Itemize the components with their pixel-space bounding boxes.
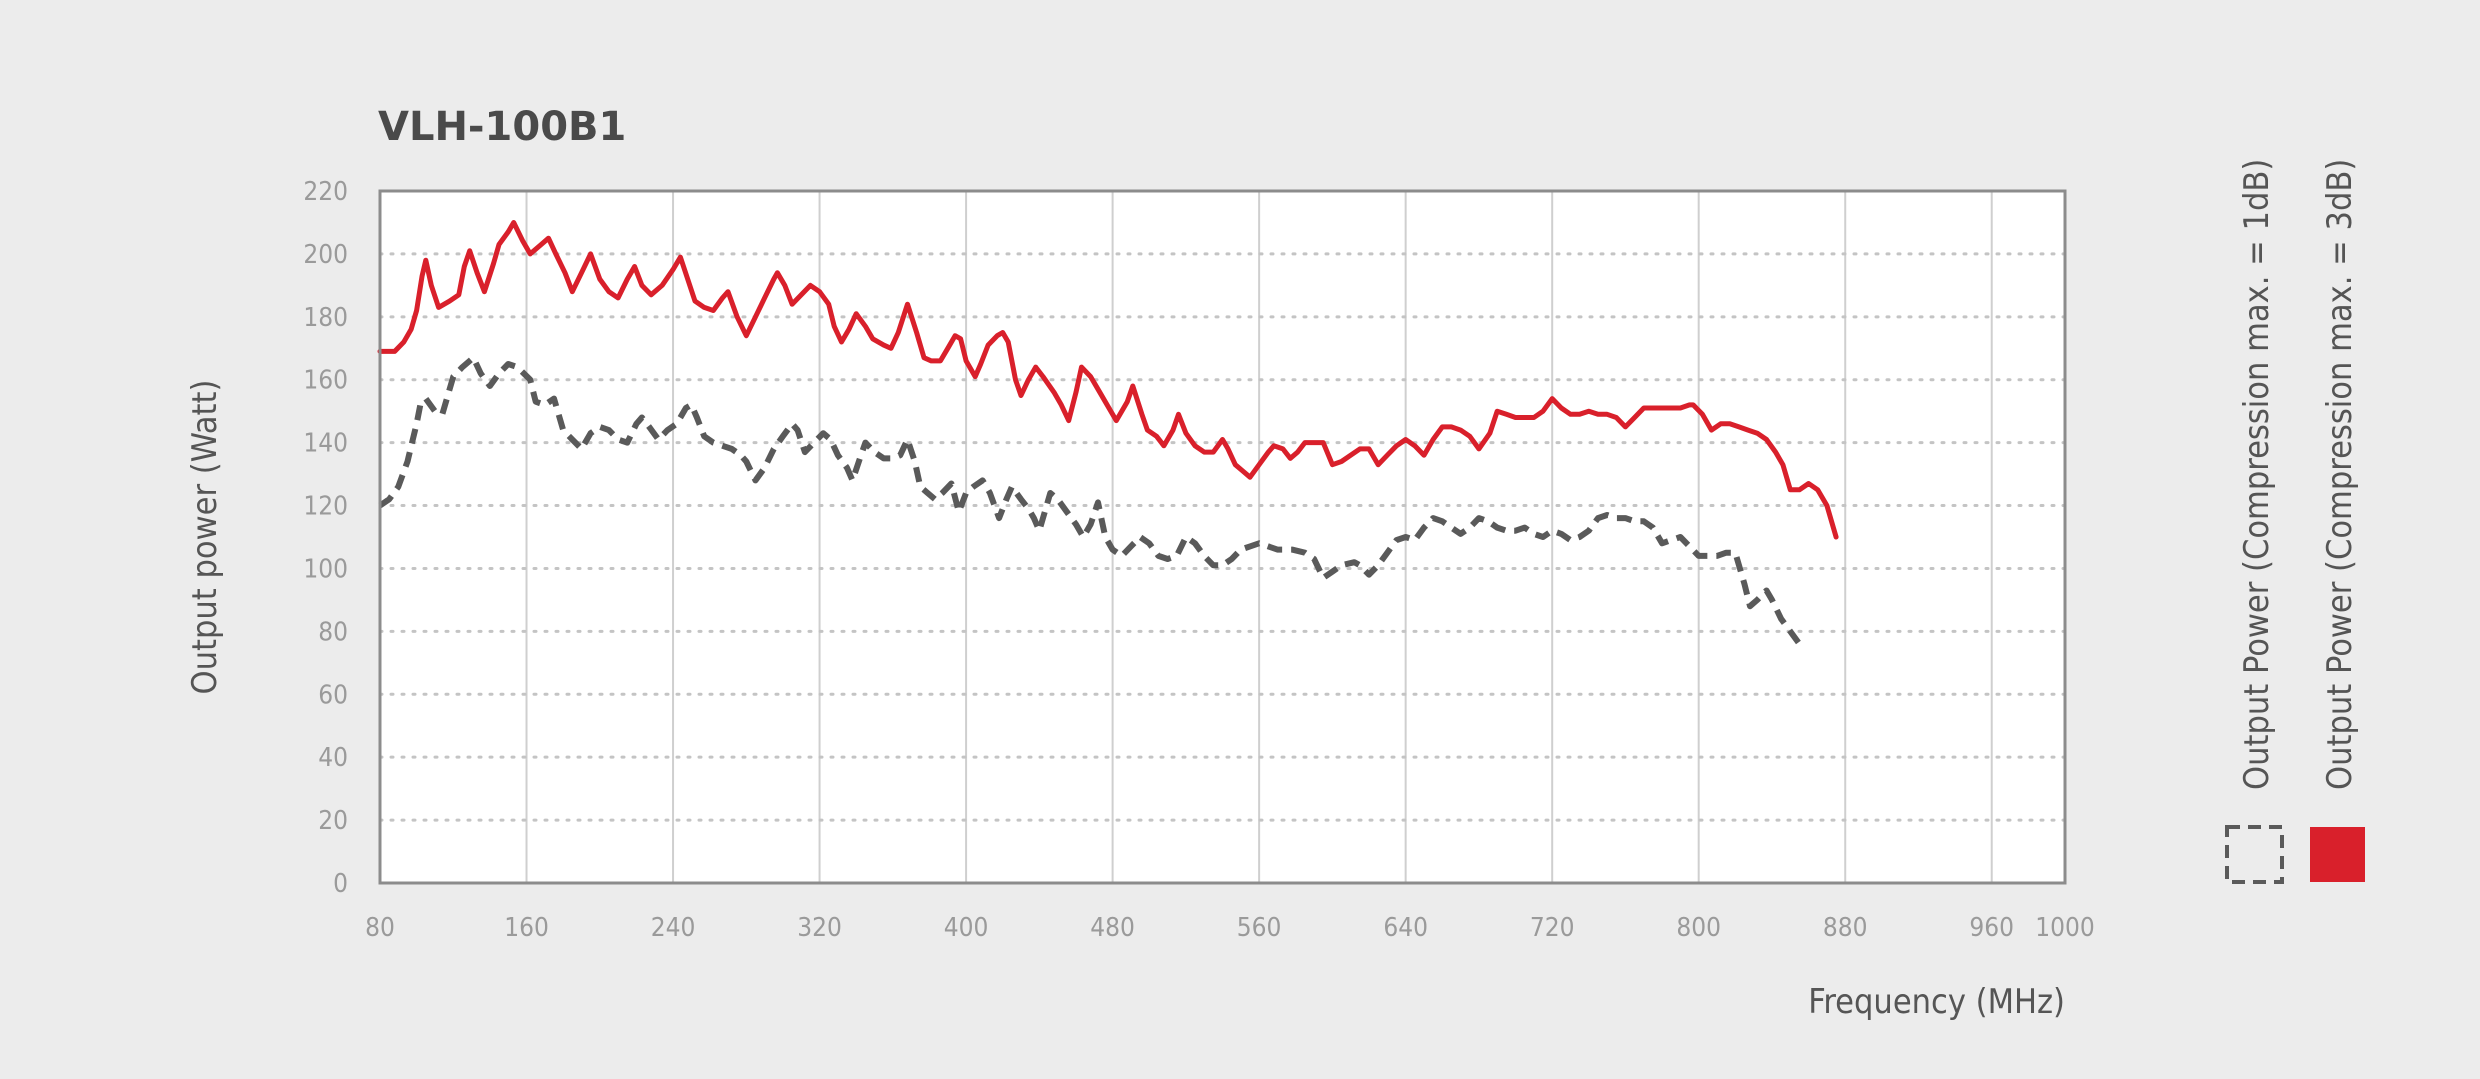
x-tick-label: 320 bbox=[797, 913, 842, 943]
legend: Output Power (Compression max. = 1dB) Ou… bbox=[2225, 159, 2365, 884]
x-tick-label: 640 bbox=[1383, 913, 1428, 943]
x-tick-label: 960 bbox=[1969, 913, 2014, 943]
series-line-1 bbox=[378, 354, 1802, 646]
legend-marker-dashed bbox=[2225, 825, 2284, 884]
grid-lines bbox=[378, 191, 2067, 883]
y-tick-label: 60 bbox=[318, 680, 348, 710]
x-tick-label: 560 bbox=[1237, 913, 1282, 943]
legend-label-1db: Output Power (Compression max. = 1dB) bbox=[2237, 159, 2277, 790]
y-tick-label: 80 bbox=[318, 617, 348, 647]
y-tick-label: 120 bbox=[303, 492, 348, 522]
x-tick-label: 480 bbox=[1090, 913, 1135, 943]
y-tick-label: 40 bbox=[318, 743, 348, 773]
tick-labels: 80 160 240 320 400 480 560 640 720 800 880 960 1000 0… bbox=[303, 177, 2094, 943]
x-tick-label: 1000 bbox=[2035, 913, 2095, 943]
legend-label-3db: Output Power (Compression max. = 3dB) bbox=[2320, 159, 2360, 790]
y-tick-label: 100 bbox=[303, 554, 348, 584]
plot-frame bbox=[378, 189, 2067, 885]
y-axis-label: Output power (Watt) bbox=[185, 380, 225, 695]
x-tick-label: 880 bbox=[1823, 913, 1868, 943]
plot-area bbox=[380, 191, 2065, 883]
y-tick-label: 220 bbox=[303, 177, 348, 207]
legend-marker-solid bbox=[2310, 827, 2365, 882]
data-series bbox=[377, 220, 1839, 646]
x-axis-label: Frequency (MHz) bbox=[1808, 982, 2065, 1022]
x-tick-label: 400 bbox=[944, 913, 989, 943]
x-tick-label: 800 bbox=[1676, 913, 1721, 943]
y-tick-label: 160 bbox=[303, 366, 348, 396]
series-line-2 bbox=[377, 220, 1839, 540]
x-tick-label: 240 bbox=[651, 913, 696, 943]
y-tick-label: 180 bbox=[303, 303, 348, 333]
x-tick-label: 80 bbox=[365, 913, 395, 943]
y-tick-label: 0 bbox=[333, 869, 348, 899]
y-tick-label: 140 bbox=[303, 429, 348, 459]
x-tick-label: 720 bbox=[1530, 913, 1575, 943]
x-tick-label: 160 bbox=[504, 913, 549, 943]
y-tick-label: 20 bbox=[318, 806, 348, 836]
y-tick-label: 200 bbox=[303, 240, 348, 270]
chart-title: VLH-100B1 bbox=[378, 104, 626, 150]
